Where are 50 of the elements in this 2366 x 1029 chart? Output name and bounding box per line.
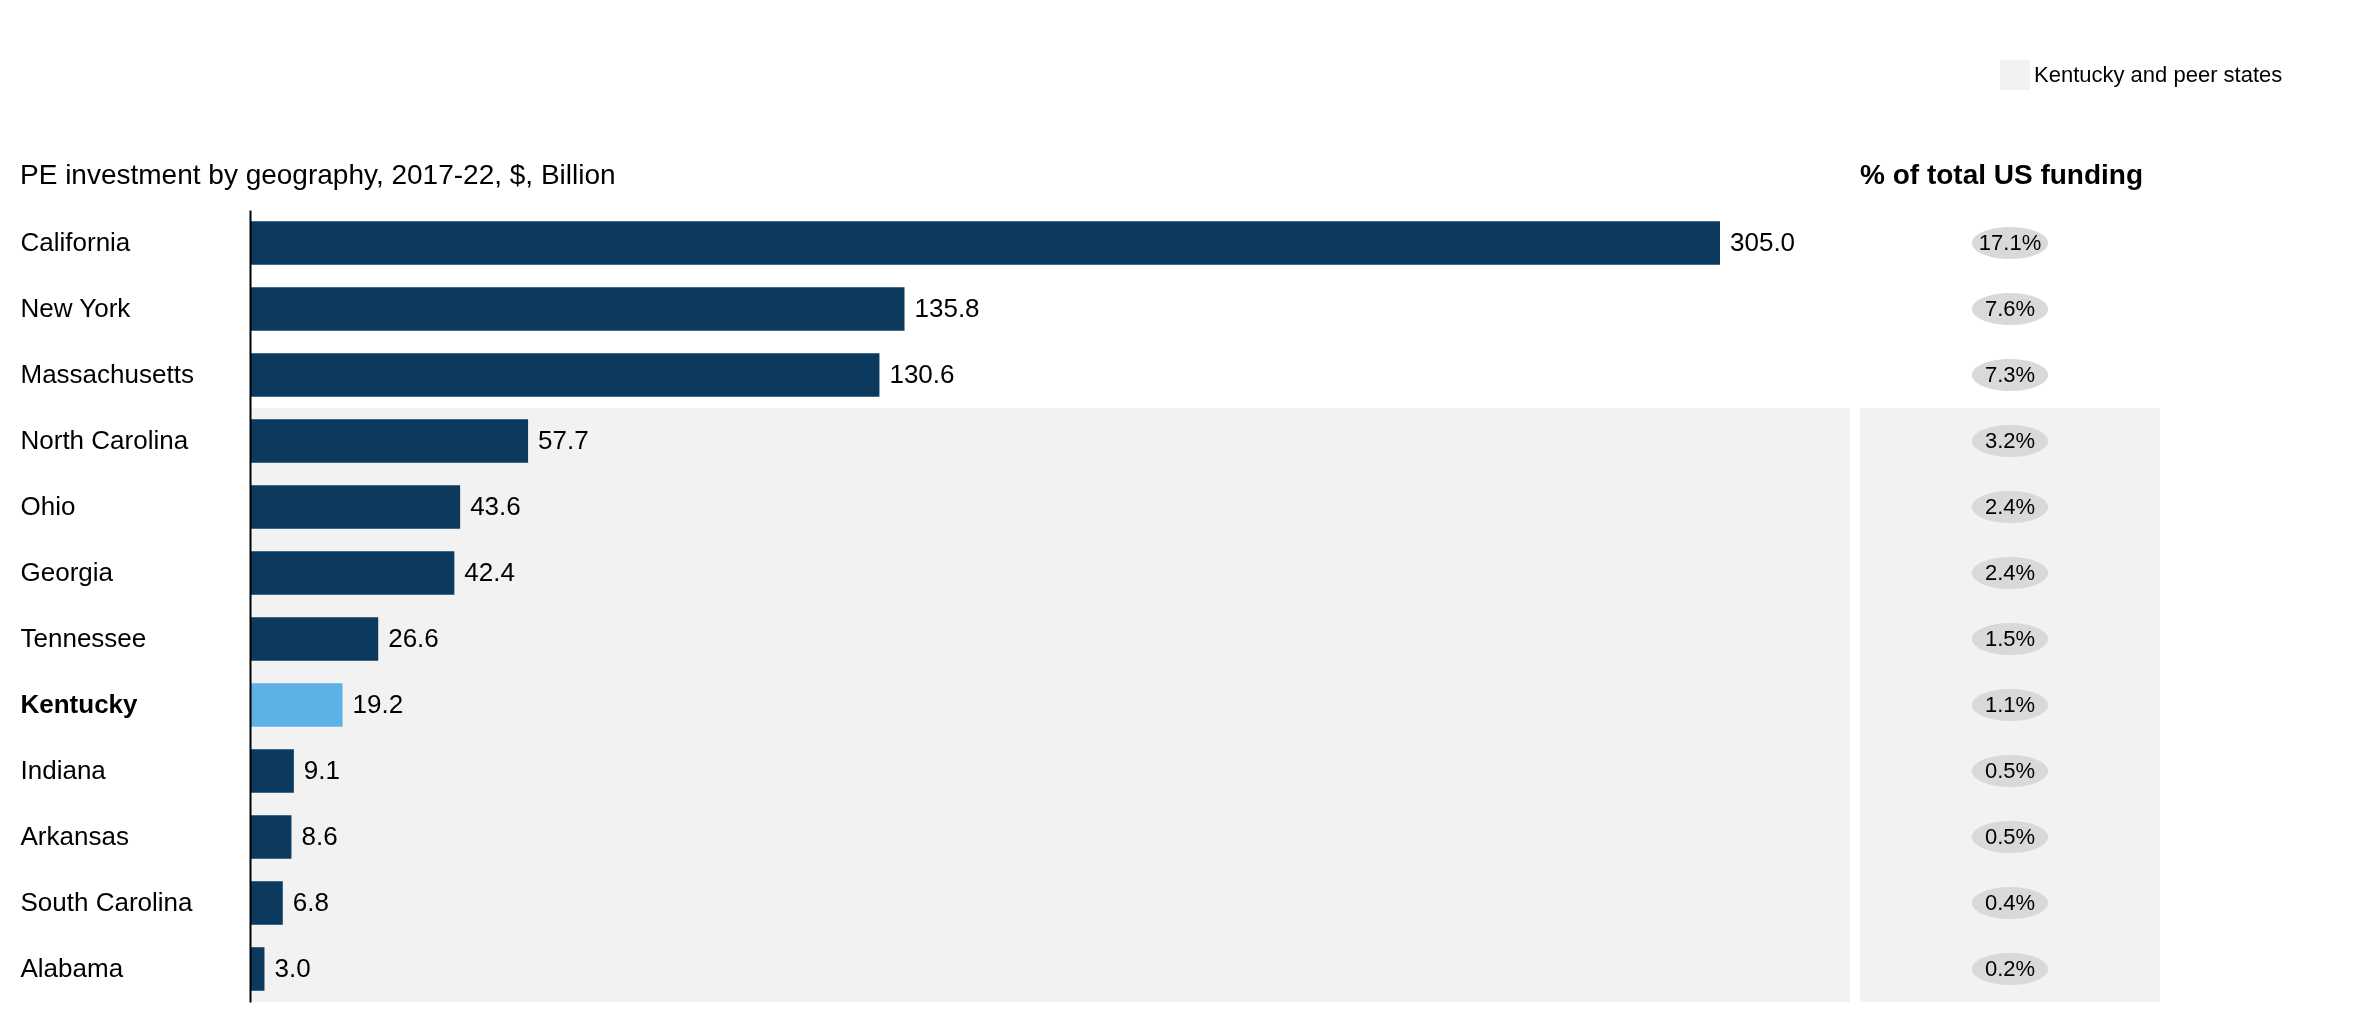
data-label: 8.6 xyxy=(301,821,338,851)
y-tick-label: Arkansas xyxy=(20,821,129,851)
data-label: 57.7 xyxy=(538,425,589,455)
data-label: 135.8 xyxy=(914,293,980,323)
text: 1.5% xyxy=(1984,626,2036,651)
text: 17.1% xyxy=(1978,230,2042,255)
text: 7.3% xyxy=(1984,362,2036,387)
bar xyxy=(250,485,461,529)
data-label: 19.2 xyxy=(352,689,404,719)
data-label: 305.0 xyxy=(1730,227,1796,257)
y-tick-label: Tennessee xyxy=(20,623,147,653)
y-tick-label: California xyxy=(20,227,131,257)
y-tick-label: Kentucky xyxy=(20,689,139,719)
bar xyxy=(250,617,379,661)
y-tick-label: Ohio xyxy=(20,491,76,521)
y-tick-label: New York xyxy=(20,293,132,323)
y-tick-label: Georgia xyxy=(20,557,114,587)
legend-label: Kentucky and peer states xyxy=(2034,62,2283,87)
data-label: 3.0 xyxy=(274,953,311,983)
bar xyxy=(250,419,529,463)
bar xyxy=(250,815,292,859)
data-label: 42.4 xyxy=(464,557,515,587)
text: % of total US funding xyxy=(1860,159,2144,190)
bar xyxy=(250,881,283,925)
bar xyxy=(250,353,880,397)
data-label: 9.1 xyxy=(303,755,341,785)
bar xyxy=(250,683,343,727)
bar xyxy=(250,551,455,595)
bar xyxy=(250,749,294,793)
y-tick-label: North Carolina xyxy=(20,425,189,455)
text: 3.2% xyxy=(1984,428,2036,453)
text: 2.4% xyxy=(1984,560,2036,585)
bar xyxy=(250,221,1720,265)
y-tick-label: Massachusetts xyxy=(20,359,194,389)
y-tick-label: Indiana xyxy=(20,755,107,785)
text: 0.5% xyxy=(1984,824,2036,849)
text: 2.4% xyxy=(1984,494,2036,519)
text: 0.4% xyxy=(1984,890,2036,915)
text: 0.2% xyxy=(1984,956,2036,981)
bar xyxy=(250,287,905,331)
text: 7.6% xyxy=(1984,296,2036,321)
chart-title: PE investment by geography, 2017-22, $, Billion xyxy=(20,159,616,190)
data-label: 6.8 xyxy=(292,887,329,917)
text: 1.1% xyxy=(1984,692,2036,717)
y-tick-label: South Carolina xyxy=(20,887,194,917)
data-label: 130.6 xyxy=(889,359,955,389)
data-label: 26.6 xyxy=(388,623,439,653)
y-tick-label: Alabama xyxy=(20,953,124,983)
data-label: 43.6 xyxy=(470,491,521,521)
text: 0.5% xyxy=(1984,758,2036,783)
